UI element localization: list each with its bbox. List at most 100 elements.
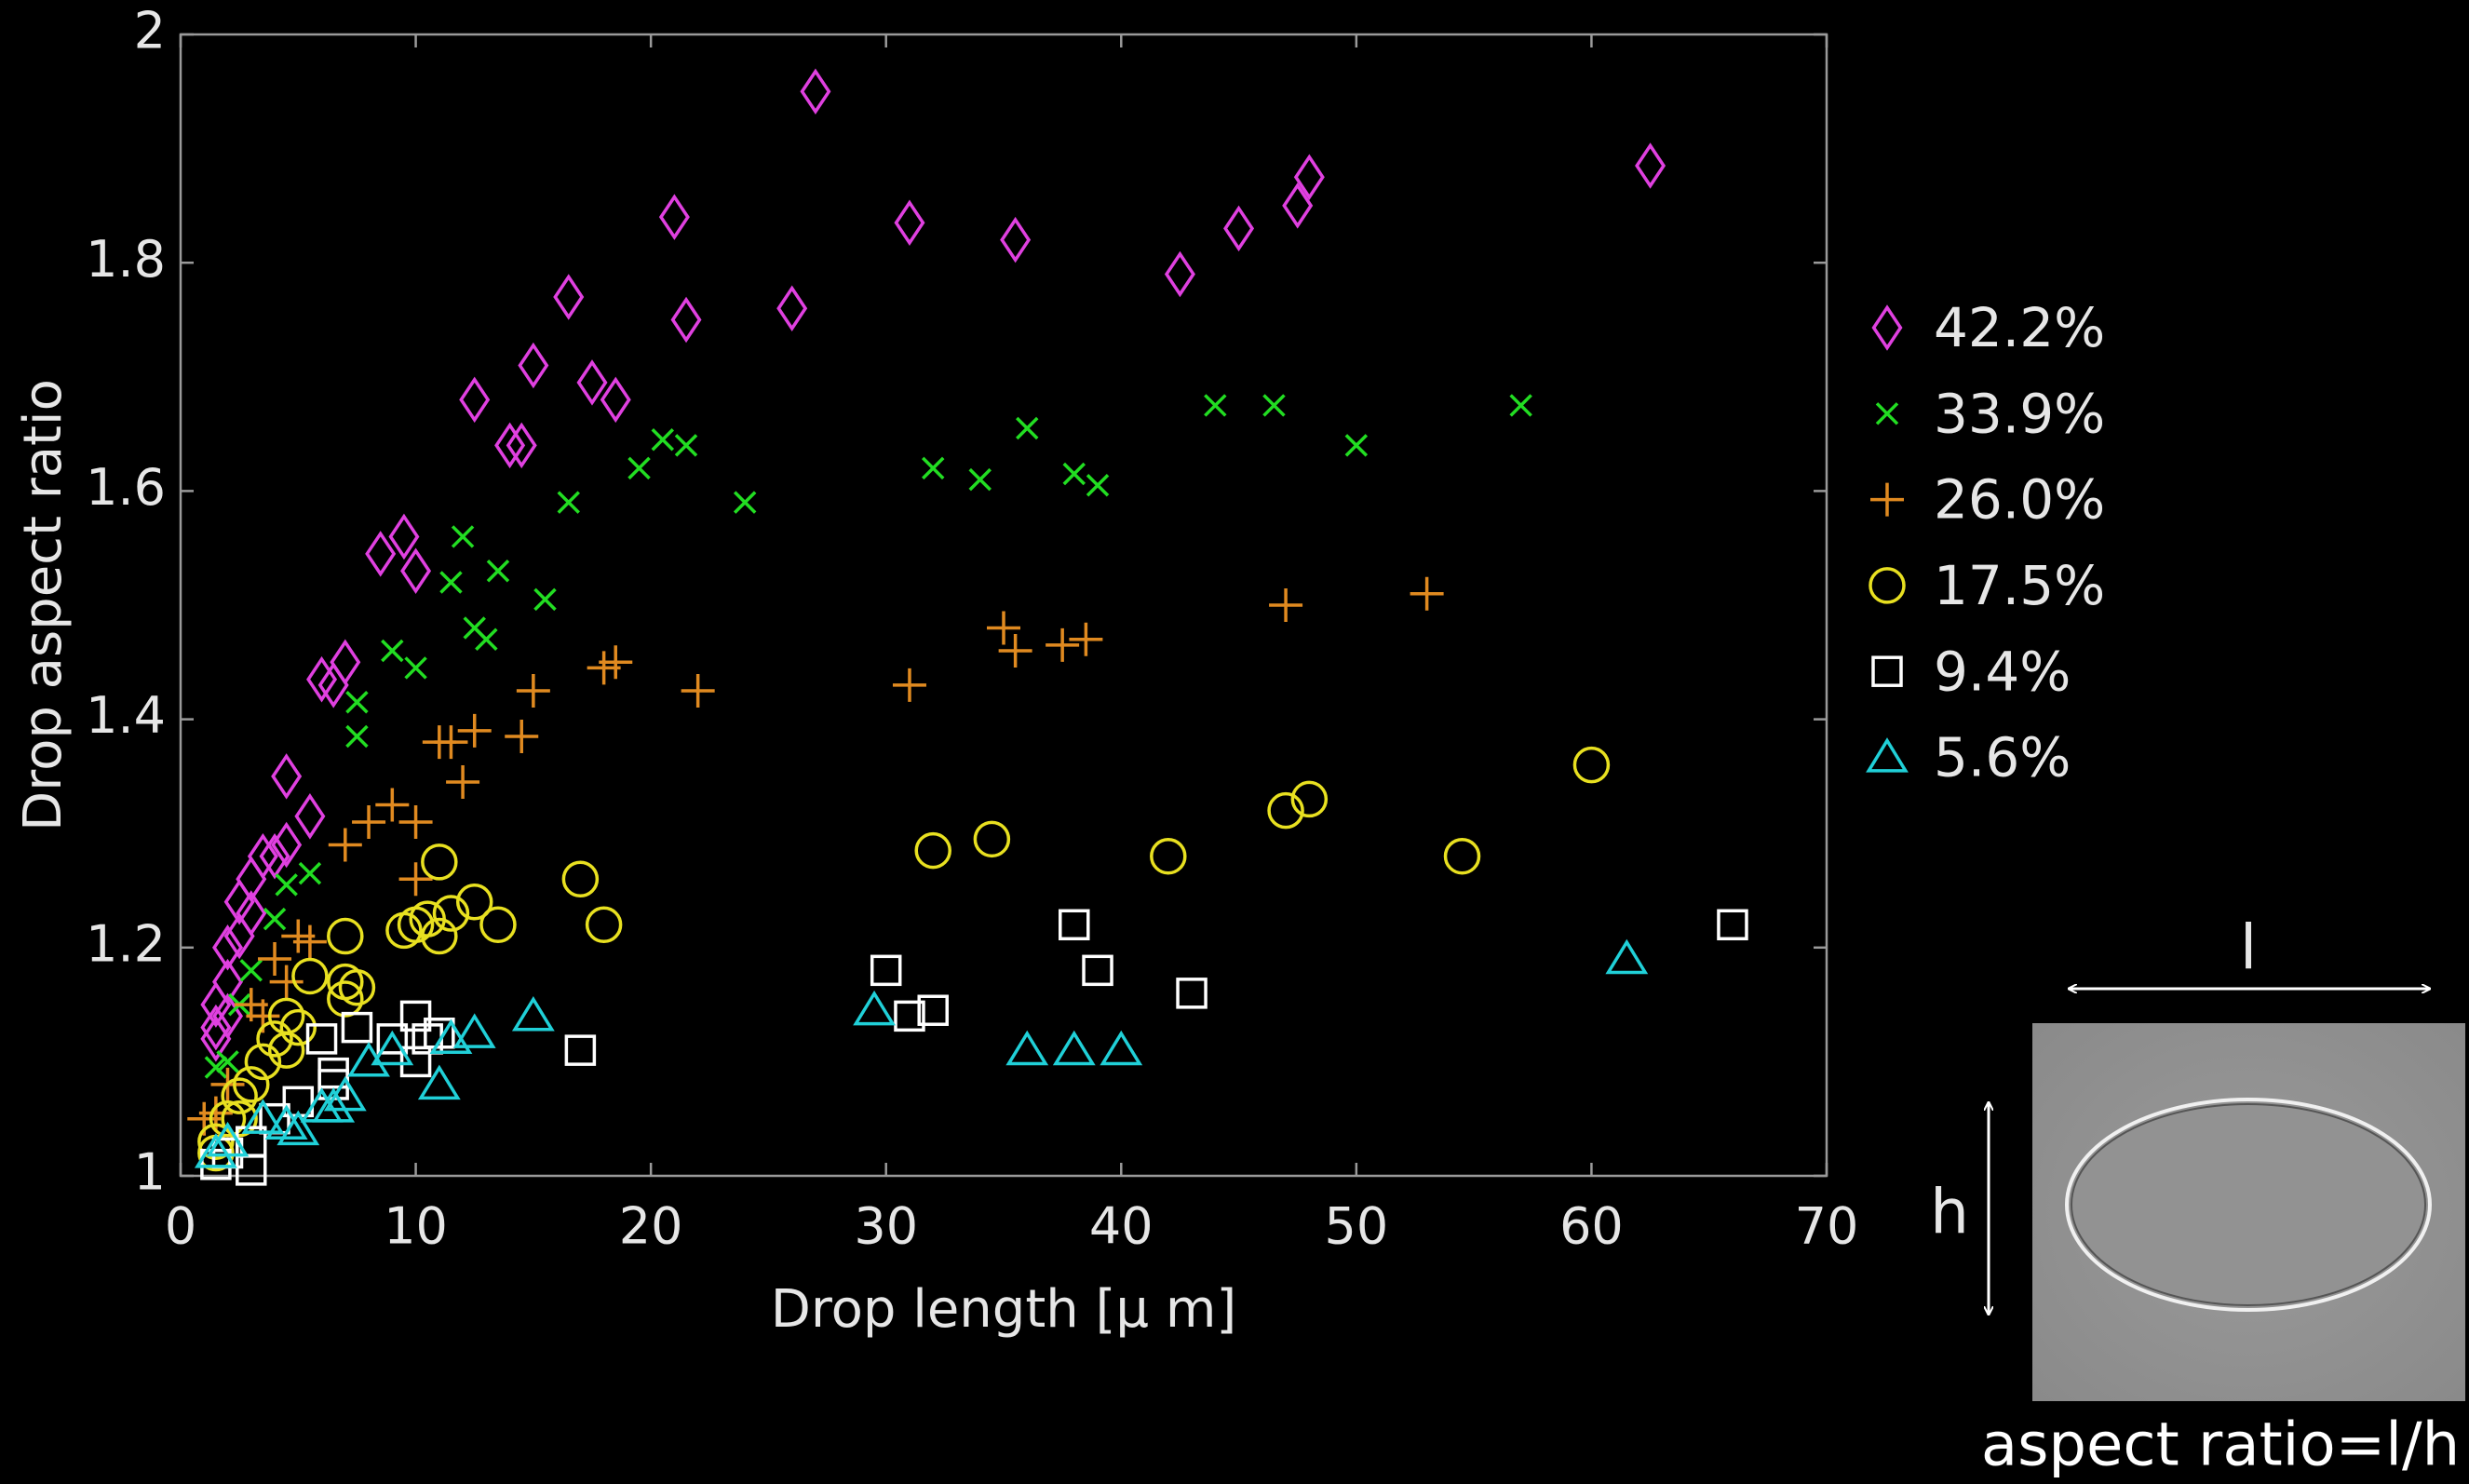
data-point xyxy=(479,906,517,944)
data-point xyxy=(352,804,386,839)
data-point xyxy=(1046,627,1080,662)
data-point xyxy=(256,1020,293,1058)
x-tick-label: 30 xyxy=(854,1197,918,1256)
x-tick-label: 50 xyxy=(1324,1197,1388,1256)
data-point xyxy=(300,1087,344,1123)
data-point xyxy=(267,1032,305,1069)
legend-marker xyxy=(1875,402,1899,425)
data-point xyxy=(216,1050,239,1073)
x-axis-label: Drop length [μ m] xyxy=(771,1279,1237,1340)
data-point xyxy=(1605,938,1649,975)
data-point xyxy=(200,1004,232,1051)
data-point xyxy=(1164,250,1195,298)
data-point xyxy=(239,959,263,982)
data-point xyxy=(236,1154,267,1186)
data-point xyxy=(1293,154,1325,201)
legend-label: 42.2% xyxy=(1934,296,2105,359)
data-point xyxy=(1059,909,1090,941)
data-point xyxy=(853,990,897,1026)
data-point xyxy=(457,713,492,748)
data-point xyxy=(305,1023,338,1055)
data-point xyxy=(553,274,585,320)
data-point xyxy=(306,655,338,703)
inset: l h aspect ratio=l/h xyxy=(1930,911,2465,1480)
data-point xyxy=(733,491,757,514)
legend-label: 5.6% xyxy=(1934,726,2071,789)
data-point xyxy=(371,1030,414,1066)
data-point xyxy=(564,1034,597,1066)
data-point xyxy=(516,673,550,708)
data-point xyxy=(1204,394,1227,417)
data-point xyxy=(327,917,364,955)
data-point xyxy=(505,719,539,753)
data-point xyxy=(674,434,698,457)
data-point xyxy=(424,1018,455,1049)
data-point xyxy=(221,1100,258,1138)
data-point xyxy=(241,1099,285,1134)
data-point xyxy=(277,1110,320,1146)
drop-outline xyxy=(2065,1098,2432,1312)
data-point xyxy=(263,907,287,931)
data-point xyxy=(446,765,480,800)
data-point xyxy=(292,924,327,959)
data-point xyxy=(398,804,433,839)
data-point xyxy=(209,1100,247,1138)
legend-marker xyxy=(1871,304,1903,351)
data-point xyxy=(399,1000,432,1032)
y-tick-label: 1 xyxy=(134,1143,166,1202)
data-point xyxy=(417,1064,461,1100)
data-point xyxy=(1100,1030,1143,1066)
data-point xyxy=(973,820,1011,858)
data-point xyxy=(271,821,303,869)
x-tick-label: 10 xyxy=(384,1197,448,1256)
data-point xyxy=(385,911,423,950)
data-point xyxy=(486,559,510,583)
data-point xyxy=(194,1133,237,1168)
data-point xyxy=(518,342,549,389)
data-point xyxy=(1176,978,1208,1009)
data-point xyxy=(894,199,925,247)
y-axis-label: Drop aspect ratio xyxy=(13,379,74,831)
legend-label: 26.0% xyxy=(1934,468,2105,532)
data-point xyxy=(197,1123,235,1160)
data-point xyxy=(600,376,631,424)
data-point xyxy=(298,861,322,885)
data-point xyxy=(1000,216,1032,263)
data-point xyxy=(432,895,470,932)
data-point xyxy=(1262,394,1286,417)
data-point xyxy=(399,1046,432,1078)
data-point xyxy=(651,427,675,452)
legend-marker xyxy=(1866,737,1909,773)
data-point xyxy=(776,285,808,331)
data-point xyxy=(968,467,992,492)
data-point xyxy=(271,753,303,800)
data-point xyxy=(365,531,397,577)
data-point xyxy=(1086,474,1110,497)
data-point xyxy=(409,900,446,938)
data-point xyxy=(1082,954,1113,987)
data-point xyxy=(998,634,1032,668)
data-point xyxy=(917,994,949,1026)
x-tick-label: 70 xyxy=(1795,1197,1859,1256)
data-point xyxy=(422,725,456,760)
data-point xyxy=(670,296,702,344)
data-point xyxy=(1062,462,1086,486)
data-point xyxy=(585,906,623,944)
data-point xyxy=(327,980,364,1018)
data-point xyxy=(328,828,362,862)
data-point xyxy=(269,965,304,999)
y-tick-label: 1.4 xyxy=(86,686,166,745)
data-point xyxy=(1572,746,1611,784)
data-point xyxy=(212,924,244,971)
data-point xyxy=(475,627,498,652)
data-point xyxy=(1410,576,1444,611)
data-point xyxy=(291,957,329,995)
legend-label: 17.5% xyxy=(1934,554,2105,617)
data-point xyxy=(1509,394,1532,417)
data-point xyxy=(317,1057,349,1089)
data-point xyxy=(376,1023,409,1055)
data-point xyxy=(223,912,255,960)
data-point xyxy=(557,491,580,514)
data-point xyxy=(1223,205,1255,252)
